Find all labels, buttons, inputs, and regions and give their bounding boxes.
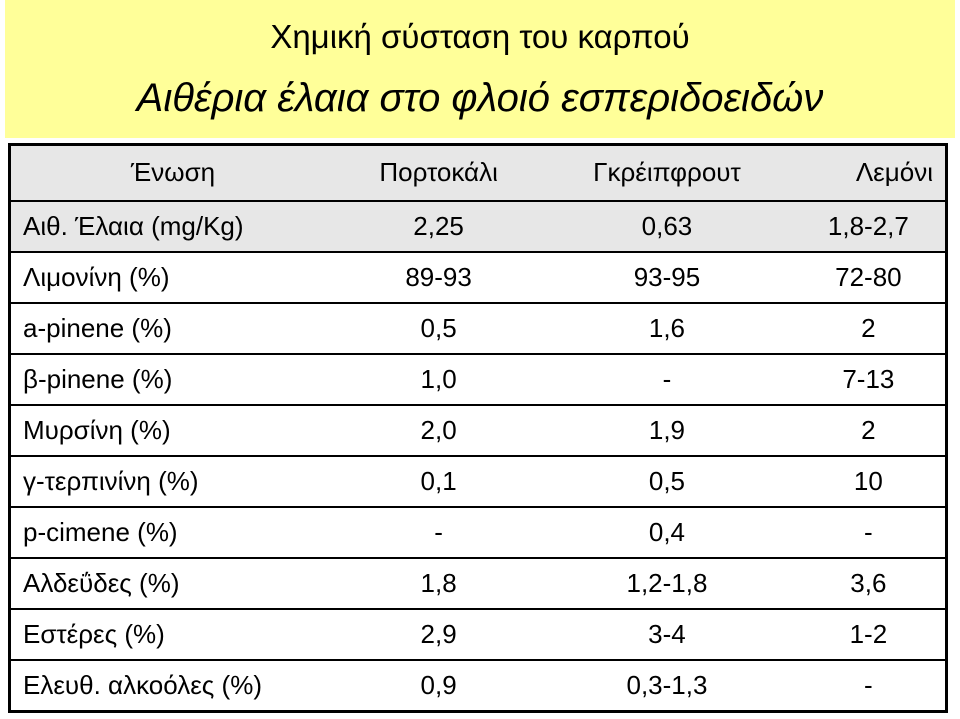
cell: 0,4 xyxy=(542,506,792,559)
cell: 0,5 xyxy=(542,454,792,508)
table-row: Αλδεΰδες (%) 1,8 1,2-1,8 3,6 xyxy=(9,557,947,610)
title-band xyxy=(5,0,955,138)
cell: 2,0 xyxy=(335,403,543,456)
cell: 1-2 xyxy=(791,608,947,661)
table-row: p-cimene (%) -0,4- xyxy=(9,506,947,559)
table-row: Λιμονίνη (%) 89-93 93-95 72-80 xyxy=(9,250,947,303)
cell: 7-13 xyxy=(791,352,947,405)
table-row: Αιθ. Έλαια (mg/Kg) 2,25 0,63 1,8-2,7 xyxy=(9,199,947,252)
cell: 1,8 xyxy=(335,557,543,610)
row-label: Αιθ. Έλαια (mg/Kg) xyxy=(9,199,335,252)
row-label: Αλδεΰδες (%) xyxy=(9,557,335,610)
cell: 93-95 xyxy=(542,250,792,303)
row-label: Μυρσίνη (%) xyxy=(9,403,335,456)
row-label: γ-τερπινίνη (%) xyxy=(9,454,335,508)
cell: - xyxy=(791,659,947,712)
cell: 1,9 xyxy=(542,403,792,456)
table-row: Εστέρες (%) 2,9 3-4 1-2 xyxy=(9,608,947,661)
row-label: β-pinene (%) xyxy=(9,352,335,405)
cell: 2 xyxy=(791,301,947,354)
row-label: a-pinene (%) xyxy=(9,301,335,354)
column-header: Γκρέιπφρουτ xyxy=(542,143,792,201)
table: Ένωση Πορτοκάλι Γκρέιπφρουτ Λεμόνι Αιθ. Έλαι… xyxy=(8,143,948,713)
column-header: Πορτοκάλι xyxy=(335,143,543,201)
cell: - xyxy=(542,352,792,405)
cell: - xyxy=(335,506,543,559)
cell: 2,25 xyxy=(335,199,543,252)
table-row: Ελευθ. αλκοόλες (%) 0,9 0,3-1,3- xyxy=(9,659,947,712)
cell: 0,1 xyxy=(335,454,543,508)
table-row: a-pinene (%) 0,5 1,6 2 xyxy=(9,301,947,354)
table-row: γ-τερπινίνη (%) 0,1 0,5 10 xyxy=(9,454,947,508)
cell: 0,63 xyxy=(542,199,792,252)
cell: 0,9 xyxy=(335,659,543,712)
cell: 72-80 xyxy=(791,250,947,303)
cell: 2,9 xyxy=(335,608,543,661)
table-row: β-pinene (%) 1,0-7-13 xyxy=(9,352,947,405)
column-header: Ένωση xyxy=(9,143,335,201)
cell: 10 xyxy=(791,454,947,508)
cell: 0,5 xyxy=(335,301,543,354)
cell: 1,0 xyxy=(335,352,543,405)
table-row: Μυρσίνη (%) 2,0 1,9 2 xyxy=(9,403,947,456)
cell: 1,6 xyxy=(542,301,792,354)
row-label: Ελευθ. αλκοόλες (%) xyxy=(9,659,335,712)
row-label: Εστέρες (%) xyxy=(9,608,335,661)
cell: 1,8-2,7 xyxy=(791,199,947,252)
subtitle: Αιθέρια έλαια στο φλοιό εσπεριδοειδών xyxy=(136,76,824,120)
cell: - xyxy=(791,506,947,559)
column-header: Λεμόνι xyxy=(791,143,947,201)
cell: 3-4 xyxy=(542,608,792,661)
header-row: Ένωση Πορτοκάλι Γκρέιπφρουτ Λεμόνι xyxy=(9,143,947,201)
cell: 2 xyxy=(791,403,947,456)
cell: 1,2-1,8 xyxy=(542,557,792,610)
cell: 0,3-1,3 xyxy=(542,659,792,712)
row-label: p-cimene (%) xyxy=(9,506,335,559)
row-label: Λιμονίνη (%) xyxy=(9,250,335,303)
title: Χημική σύσταση του καρπού xyxy=(270,18,690,55)
cell: 89-93 xyxy=(335,250,543,303)
cell: 3,6 xyxy=(791,557,947,610)
